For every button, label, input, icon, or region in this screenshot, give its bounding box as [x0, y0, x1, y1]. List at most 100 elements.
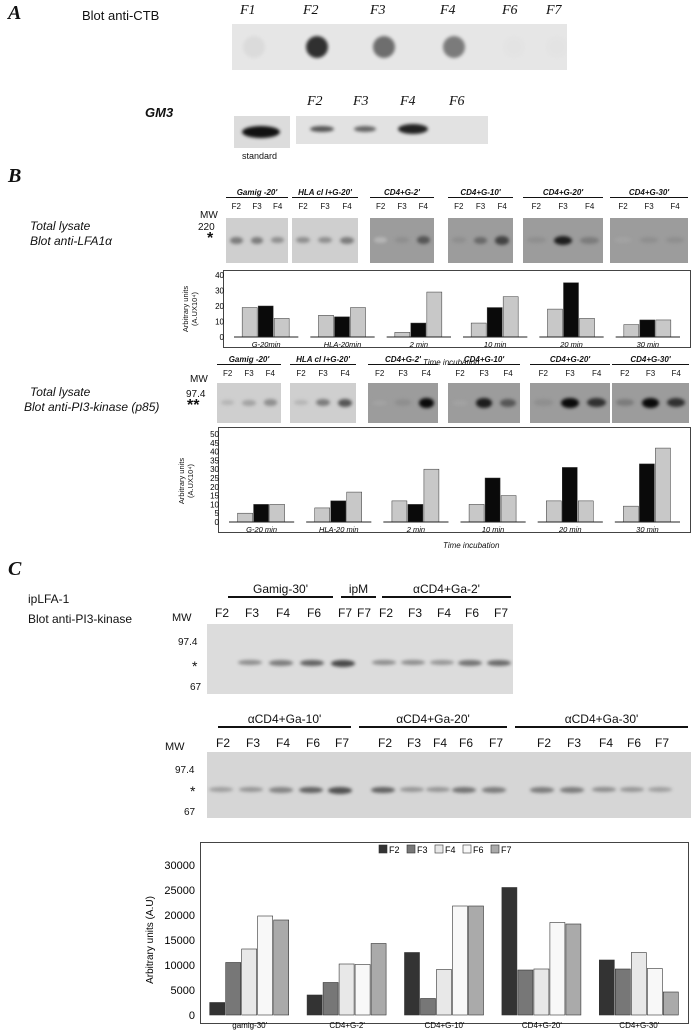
lane-label: F3	[252, 202, 262, 211]
mw-label-c2: MW	[165, 741, 185, 753]
bar-F4-2	[423, 468, 440, 523]
bar-F4-0	[273, 318, 290, 338]
blot-strip	[448, 218, 513, 263]
blot-band	[340, 236, 354, 244]
c2-group-header: αCD4+Ga-20'	[359, 712, 507, 728]
bar-F4-1	[338, 963, 355, 1016]
bar-F3-5	[639, 463, 655, 523]
bar-F3-5	[639, 319, 656, 338]
bar-F4-2	[436, 969, 452, 1016]
lane-label: F4	[421, 369, 431, 378]
panel-a-label: A	[8, 2, 22, 24]
bar-F2-4	[547, 308, 563, 338]
blot-strip	[368, 383, 438, 423]
dot-blot-spot	[443, 36, 465, 58]
dot-blot-spot	[306, 36, 328, 58]
c1-band	[430, 660, 454, 666]
group-header: CD4+G-20'	[530, 355, 610, 365]
c1-band	[300, 660, 324, 667]
c1-band	[269, 660, 293, 666]
bar-F4-0	[241, 948, 258, 1016]
group-header: Gamig -20'	[226, 188, 288, 198]
c-chart-frame: 0 5000 10000 15000 20000 25000 30000 Arbitrary …	[145, 842, 689, 1030]
blot-band	[372, 399, 388, 406]
bar-F6-3	[549, 922, 566, 1016]
dot-blot-spot	[373, 36, 395, 58]
c1-lane-label: F6	[464, 606, 479, 620]
c2-lane-label: F6	[305, 736, 320, 750]
bar-F4-1	[350, 307, 366, 338]
lane-label: F4	[591, 369, 602, 378]
lane-label: F4	[265, 369, 275, 378]
bar-F2-0	[241, 307, 258, 338]
legend-swatch-F2	[378, 844, 388, 854]
bar-F3-2	[420, 998, 436, 1016]
lane-label: F4	[671, 369, 681, 378]
lane-label: F2	[618, 202, 628, 211]
bar-F4-3	[500, 495, 517, 523]
blot-anti-ctb-title: Blot anti-CTB	[82, 8, 160, 23]
lane-label: F3	[244, 369, 254, 378]
c2-lane-label: F3	[566, 736, 581, 750]
dot-lane-label: F3	[370, 3, 386, 18]
legend-swatch-F3	[406, 844, 416, 854]
bar-F2-4	[546, 500, 562, 523]
category-label: HLA-20min	[324, 340, 362, 349]
bar-F3-4	[562, 467, 578, 523]
dot-lane-label: F1	[240, 3, 256, 18]
panel-b-label: B	[8, 165, 22, 187]
blot-strip	[217, 383, 281, 423]
bar-F3-2	[410, 322, 427, 338]
c2-lane-label: F6	[458, 736, 473, 750]
lane-label: F4	[272, 202, 283, 211]
category-label: 2 min	[406, 525, 425, 534]
category-label: CD4+G-10'	[425, 1021, 465, 1030]
blot-strip	[226, 218, 288, 263]
bar-F4-3	[533, 968, 550, 1016]
blot-anti-lfa1a: Blot anti-LFA1α	[30, 234, 112, 248]
mw-label-b1: MW	[200, 210, 218, 221]
bar-F2-0	[209, 1002, 225, 1016]
c1-group-header: Gamig-30'	[228, 582, 333, 598]
bar-F2-2	[394, 332, 411, 338]
bar-F2-5	[623, 505, 639, 523]
y-tick-label: 40	[215, 271, 224, 280]
total-lysate-2: Total lysate	[30, 385, 91, 399]
blot-anti-pi3k-label: Blot anti-PI3-kinase	[28, 612, 133, 626]
bar-F2-3	[470, 322, 487, 338]
c2-group-header: αCD4+Ga-10'	[218, 712, 351, 728]
category-label: 10 min	[482, 525, 505, 534]
c2-band	[592, 787, 616, 793]
c1-lane-label: F7	[337, 606, 352, 620]
group-header: CD4+G-10'	[448, 355, 520, 365]
c1-group-header: αCD4+Ga-2'	[382, 582, 511, 598]
legend-swatch-F7	[490, 844, 500, 854]
c1-group-header: ipM	[341, 582, 376, 598]
dot-lane-label: F7	[546, 3, 562, 18]
blot-band	[416, 236, 430, 245]
gm3-label: GM3	[145, 105, 174, 120]
bar-F4-1	[346, 491, 362, 523]
y-tick-label: 15	[210, 492, 219, 501]
blot-band	[473, 236, 488, 244]
y-tick-label: 0	[220, 333, 225, 342]
dot-lane-label: F4	[440, 3, 456, 18]
dot-blot-spot	[503, 36, 525, 58]
c2-band	[648, 787, 672, 792]
bar-F7-4	[662, 991, 679, 1016]
y-tick-label: 10	[210, 500, 219, 509]
blot-band	[294, 399, 308, 406]
c1-lane-label: F3	[407, 606, 422, 620]
y-tick-label: 50	[210, 430, 219, 439]
bar-F4-5	[655, 319, 672, 338]
bar-F3-1	[330, 500, 346, 523]
blot-band	[553, 235, 573, 246]
lane-label: F3	[645, 369, 656, 378]
y-tick-label: 10	[215, 318, 224, 327]
bar-F4-4	[579, 318, 595, 338]
lane-label: F3	[320, 202, 330, 211]
lane-label: F2	[455, 369, 465, 378]
bar-F4-5	[655, 447, 671, 523]
bar-F6-1	[354, 964, 371, 1016]
blot-band	[263, 399, 277, 406]
